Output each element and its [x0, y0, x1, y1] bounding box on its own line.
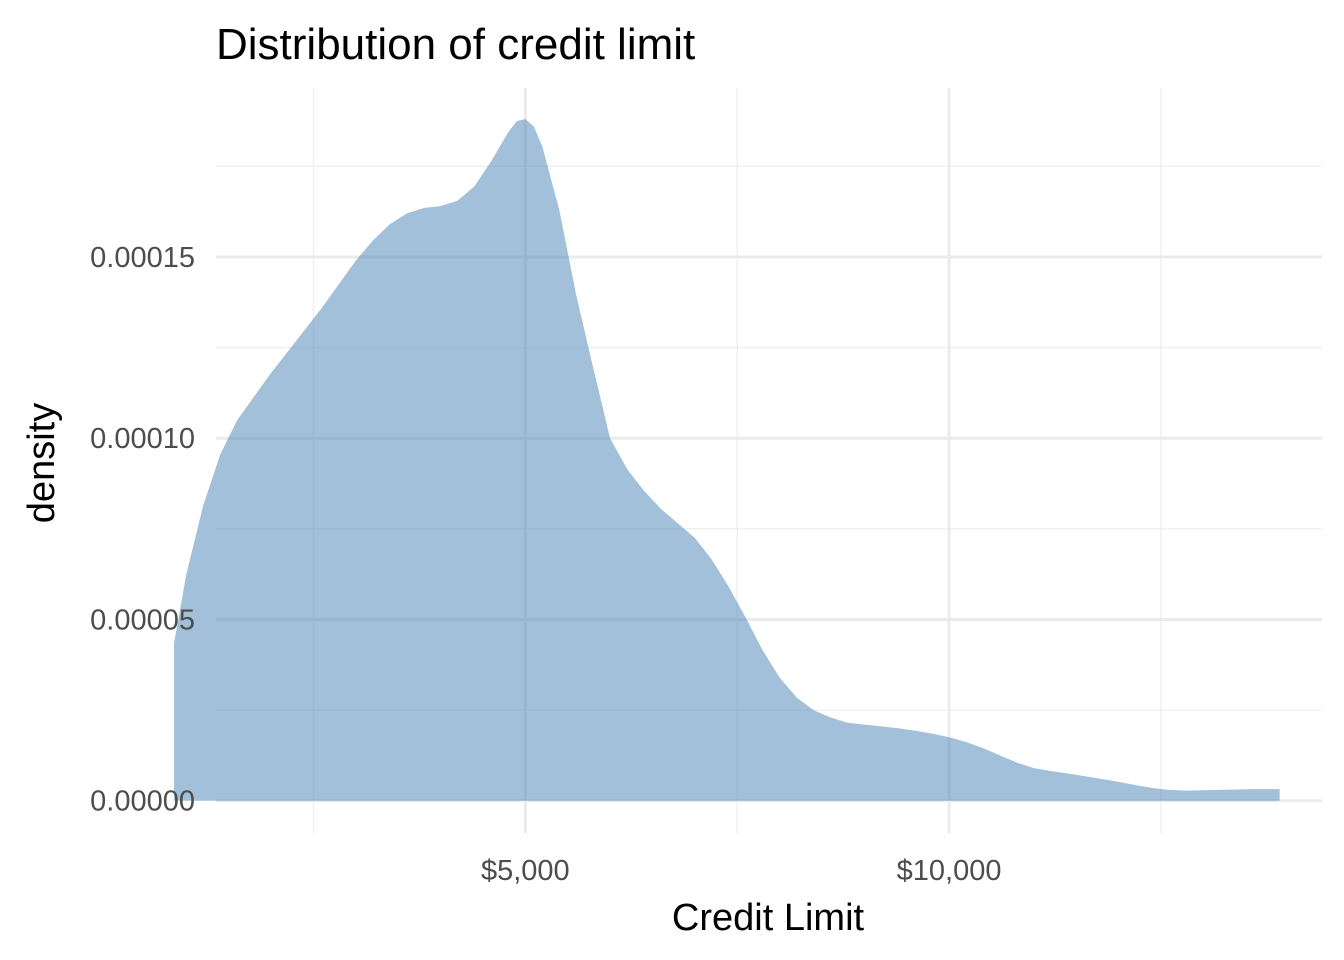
y-tick-label-0: 0.00000 [90, 786, 195, 818]
y-tick-label-1: 0.00005 [90, 604, 195, 636]
x-axis-title: Credit Limit [672, 897, 865, 939]
x-tick-label-1: $10,000 [897, 855, 1002, 887]
density-area-0 [174, 119, 1280, 801]
density-area-layer [174, 119, 1280, 801]
x-tick-label-0: $5,000 [481, 855, 570, 887]
y-tick-label-2: 0.00010 [90, 423, 195, 455]
y-tick-label-3: 0.00015 [90, 242, 195, 274]
x-axis-tick-labels: $5,000 $10,000 [481, 855, 1002, 887]
chart-title: Distribution of credit limit [216, 20, 695, 69]
y-axis-title: density [21, 403, 63, 523]
y-axis-tick-labels: 0.00000 0.00005 0.00010 0.00015 [90, 242, 195, 818]
